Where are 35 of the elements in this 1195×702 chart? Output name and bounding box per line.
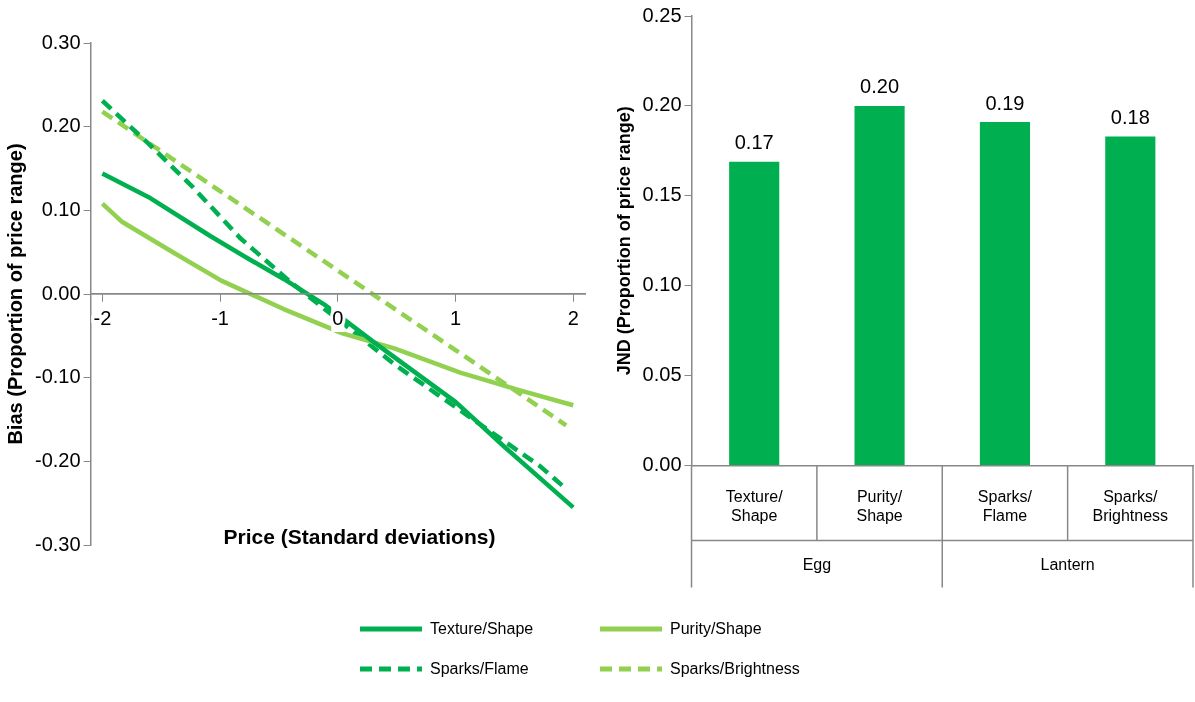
x-axis-title: Price (Standard deviations) xyxy=(222,525,497,549)
legend-label: Texture/Shape xyxy=(430,620,534,638)
data-label: 0.20 xyxy=(860,75,900,98)
data-label: 0.19 xyxy=(985,91,1025,114)
text: Egg xyxy=(802,556,832,574)
y-tick-label: -0.30 xyxy=(34,532,81,555)
y-tick-label: -0.20 xyxy=(34,448,81,471)
text: Lantern xyxy=(1040,556,1095,574)
y-tick-label: 0.05 xyxy=(642,363,682,386)
legend-label: Purity/Shape xyxy=(670,620,762,638)
bar xyxy=(1105,136,1156,466)
y-tick-label: 0.30 xyxy=(41,30,81,53)
legend-label: Sparks/Brightness xyxy=(670,660,800,678)
y-axis-title: Bias (Proportion of price range) xyxy=(3,143,26,445)
y-tick-label: 0.15 xyxy=(642,183,682,206)
data-label: 0.17 xyxy=(734,131,774,154)
bar xyxy=(979,122,1031,466)
y-axis-title: JND (Proportion of price range) xyxy=(613,106,634,376)
y-tick-label: 0.10 xyxy=(642,273,682,296)
x-tick-label: 2 xyxy=(567,306,579,329)
bar xyxy=(854,105,905,466)
y-tick-label: 0.25 xyxy=(642,3,682,26)
y-tick-label: 0.20 xyxy=(642,93,682,116)
y-tick-label: 0.10 xyxy=(41,197,81,220)
data-label: 0.18 xyxy=(1110,106,1150,129)
y-tick-label: 0.00 xyxy=(642,453,682,476)
y-tick-label: 0.20 xyxy=(41,114,81,137)
bar xyxy=(729,161,780,466)
x-tick-label: -1 xyxy=(211,306,229,329)
y-tick-label: 0.00 xyxy=(41,281,81,304)
legend-label: Sparks/Flame xyxy=(430,660,529,678)
x-tick-label: -2 xyxy=(93,306,112,329)
x-tick-label: 1 xyxy=(449,306,462,329)
x-tick-label: 0 xyxy=(332,306,344,329)
y-tick-label: -0.10 xyxy=(34,365,81,388)
